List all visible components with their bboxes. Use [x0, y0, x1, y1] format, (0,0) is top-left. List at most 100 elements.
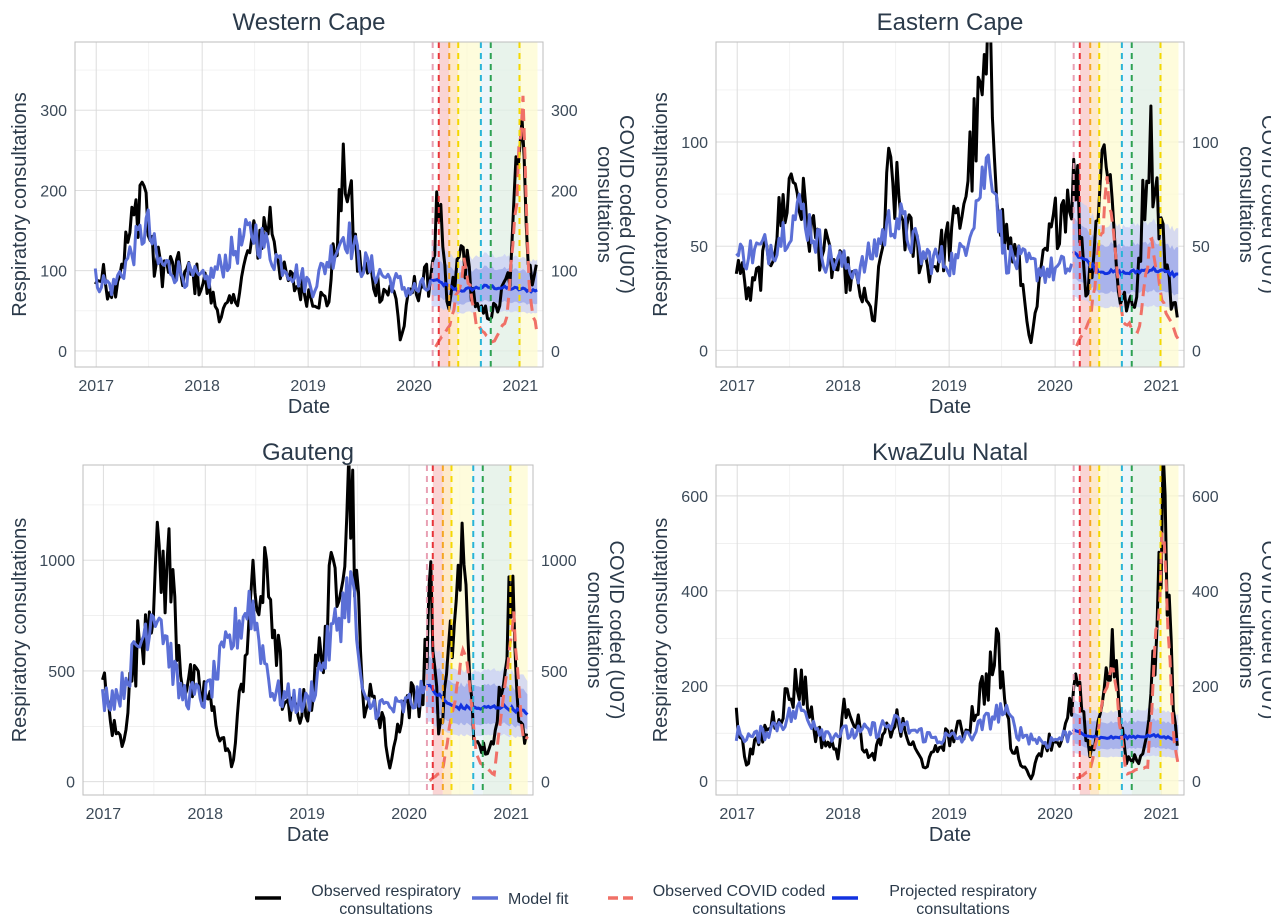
panel-eastern-cape: 2017 2018 2019 2020 2021 0 50 100 0 50 100 Eastern …: [650, 9, 1271, 418]
legend-label: Projected respiratory: [889, 883, 1037, 900]
legend-item-fit: Model fit: [472, 891, 569, 908]
y-tick-label: 200: [40, 183, 67, 200]
model-fit-line: [735, 153, 1074, 285]
legend-label: consultations: [339, 901, 432, 915]
panel-gauteng: 2017 2018 2019 2020 2021 0 500 1000 0 500 1000 Gaut…: [9, 439, 627, 846]
x-axis-title: Date: [288, 396, 330, 418]
x-tick-label: 2018: [184, 378, 220, 395]
y2-axis-title: COVID coded (U07): [1257, 115, 1271, 294]
y-axis-title: Respiratory consultations: [9, 92, 31, 317]
panel-western-cape: 2017 2018 2019 2020 2021 0 100 200 300 0 100 200 300…: [9, 9, 637, 418]
x-tick-label: 2021: [1144, 378, 1180, 395]
y2-axis-title: consultations: [583, 572, 605, 689]
phase-band: [1079, 465, 1091, 795]
x-axis-title: Date: [287, 824, 329, 846]
x-tick-label: 2020: [396, 378, 432, 395]
plot-frame: [82, 464, 534, 796]
phase-band: [1090, 42, 1100, 367]
panel-kwazulu-natal: 2017 2018 2019 2020 2021 0 200 400 600 0 200 400 600…: [650, 439, 1271, 846]
model-fit-line: [101, 570, 427, 721]
plot-frame: [74, 41, 544, 368]
phase-band: [1121, 465, 1132, 795]
model-fit-line: [93, 208, 433, 299]
y-tick-label: 0: [66, 775, 75, 792]
y-tick-label: 1000: [39, 553, 75, 570]
phase-band: [432, 465, 443, 795]
y2-axis-title: COVID coded (U07): [615, 115, 637, 294]
y2-tick-label: 300: [551, 103, 578, 120]
x-tick-label: 2017: [86, 806, 122, 823]
x-tick-label: 2021: [503, 378, 539, 395]
y2-tick-label: 200: [551, 183, 578, 200]
y2-tick-label: 400: [1192, 584, 1219, 601]
y2-tick-label: 100: [1192, 135, 1219, 152]
legend-label: Observed respiratory: [311, 883, 460, 900]
model-fit-line: [734, 700, 1073, 750]
legend-label: Observed COVID coded: [653, 883, 826, 900]
phase-band: [449, 42, 459, 367]
legend-label: consultations: [916, 901, 1009, 915]
x-tick-label: 2021: [1144, 806, 1180, 823]
y2-tick-label: 600: [1192, 489, 1219, 506]
x-tick-label: 2017: [719, 378, 755, 395]
y-tick-label: 50: [690, 239, 708, 256]
x-tick-label: 2019: [931, 806, 967, 823]
phase-band: [473, 465, 483, 795]
y-tick-label: 100: [681, 135, 708, 152]
x-tick-label: 2020: [391, 806, 427, 823]
plot-frame: [715, 41, 1185, 368]
y-tick-label: 400: [681, 584, 708, 601]
y-axis-title: Respiratory consultations: [9, 518, 31, 743]
x-tick-label: 2019: [289, 806, 325, 823]
y-tick-label: 0: [699, 774, 708, 791]
x-tick-label: 2018: [825, 378, 861, 395]
y-tick-label: 200: [681, 679, 708, 696]
phase-band: [480, 42, 491, 367]
phase-band: [1079, 42, 1091, 367]
x-tick-label: 2019: [931, 378, 967, 395]
y-tick-label: 0: [699, 343, 708, 360]
x-tick-label: 2018: [187, 806, 223, 823]
y2-tick-label: 1000: [541, 553, 577, 570]
y-tick-label: 0: [58, 344, 67, 361]
observed-respiratory-line: [734, 42, 1179, 345]
y2-tick-label: 0: [1192, 774, 1201, 791]
y2-tick-label: 100: [551, 264, 578, 281]
y-tick-label: 600: [681, 489, 708, 506]
panel-title: Gauteng: [262, 439, 354, 466]
x-axis-title: Date: [929, 396, 971, 418]
phase-band: [458, 42, 481, 367]
y-axis-title: Respiratory consultations: [650, 518, 672, 743]
y2-axis-title: COVID coded (U07): [605, 541, 627, 720]
y-tick-label: 100: [40, 264, 67, 281]
panel-title: KwaZulu Natal: [872, 439, 1028, 466]
chart-panels: 2017 2018 2019 2020 2021 0 100 200 300 0 100 200 300…: [9, 9, 1271, 846]
panel-title: Eastern Cape: [877, 9, 1024, 36]
x-tick-label: 2020: [1037, 806, 1073, 823]
y2-tick-label: 0: [541, 775, 550, 792]
y2-tick-label: 0: [1192, 343, 1201, 360]
x-tick-label: 2017: [78, 378, 114, 395]
observed-respiratory-line: [101, 465, 529, 770]
y2-axis-title: consultations: [1235, 572, 1257, 689]
phase-band: [1090, 465, 1100, 795]
y2-tick-label: 200: [1192, 679, 1219, 696]
y-tick-label: 500: [48, 664, 75, 681]
y-axis-title: Respiratory consultations: [650, 92, 672, 317]
y2-tick-label: 500: [541, 664, 568, 681]
phase-band: [442, 465, 452, 795]
x-tick-label: 2017: [719, 806, 755, 823]
x-tick-label: 2020: [1037, 378, 1073, 395]
y2-tick-label: 0: [551, 344, 560, 361]
covid-coded-line: [434, 95, 539, 348]
y2-tick-label: 50: [1192, 239, 1210, 256]
x-axis-title: Date: [929, 824, 971, 846]
covid-coded-line: [428, 611, 529, 782]
grid: [75, 42, 543, 367]
x-tick-label: 2021: [493, 806, 529, 823]
